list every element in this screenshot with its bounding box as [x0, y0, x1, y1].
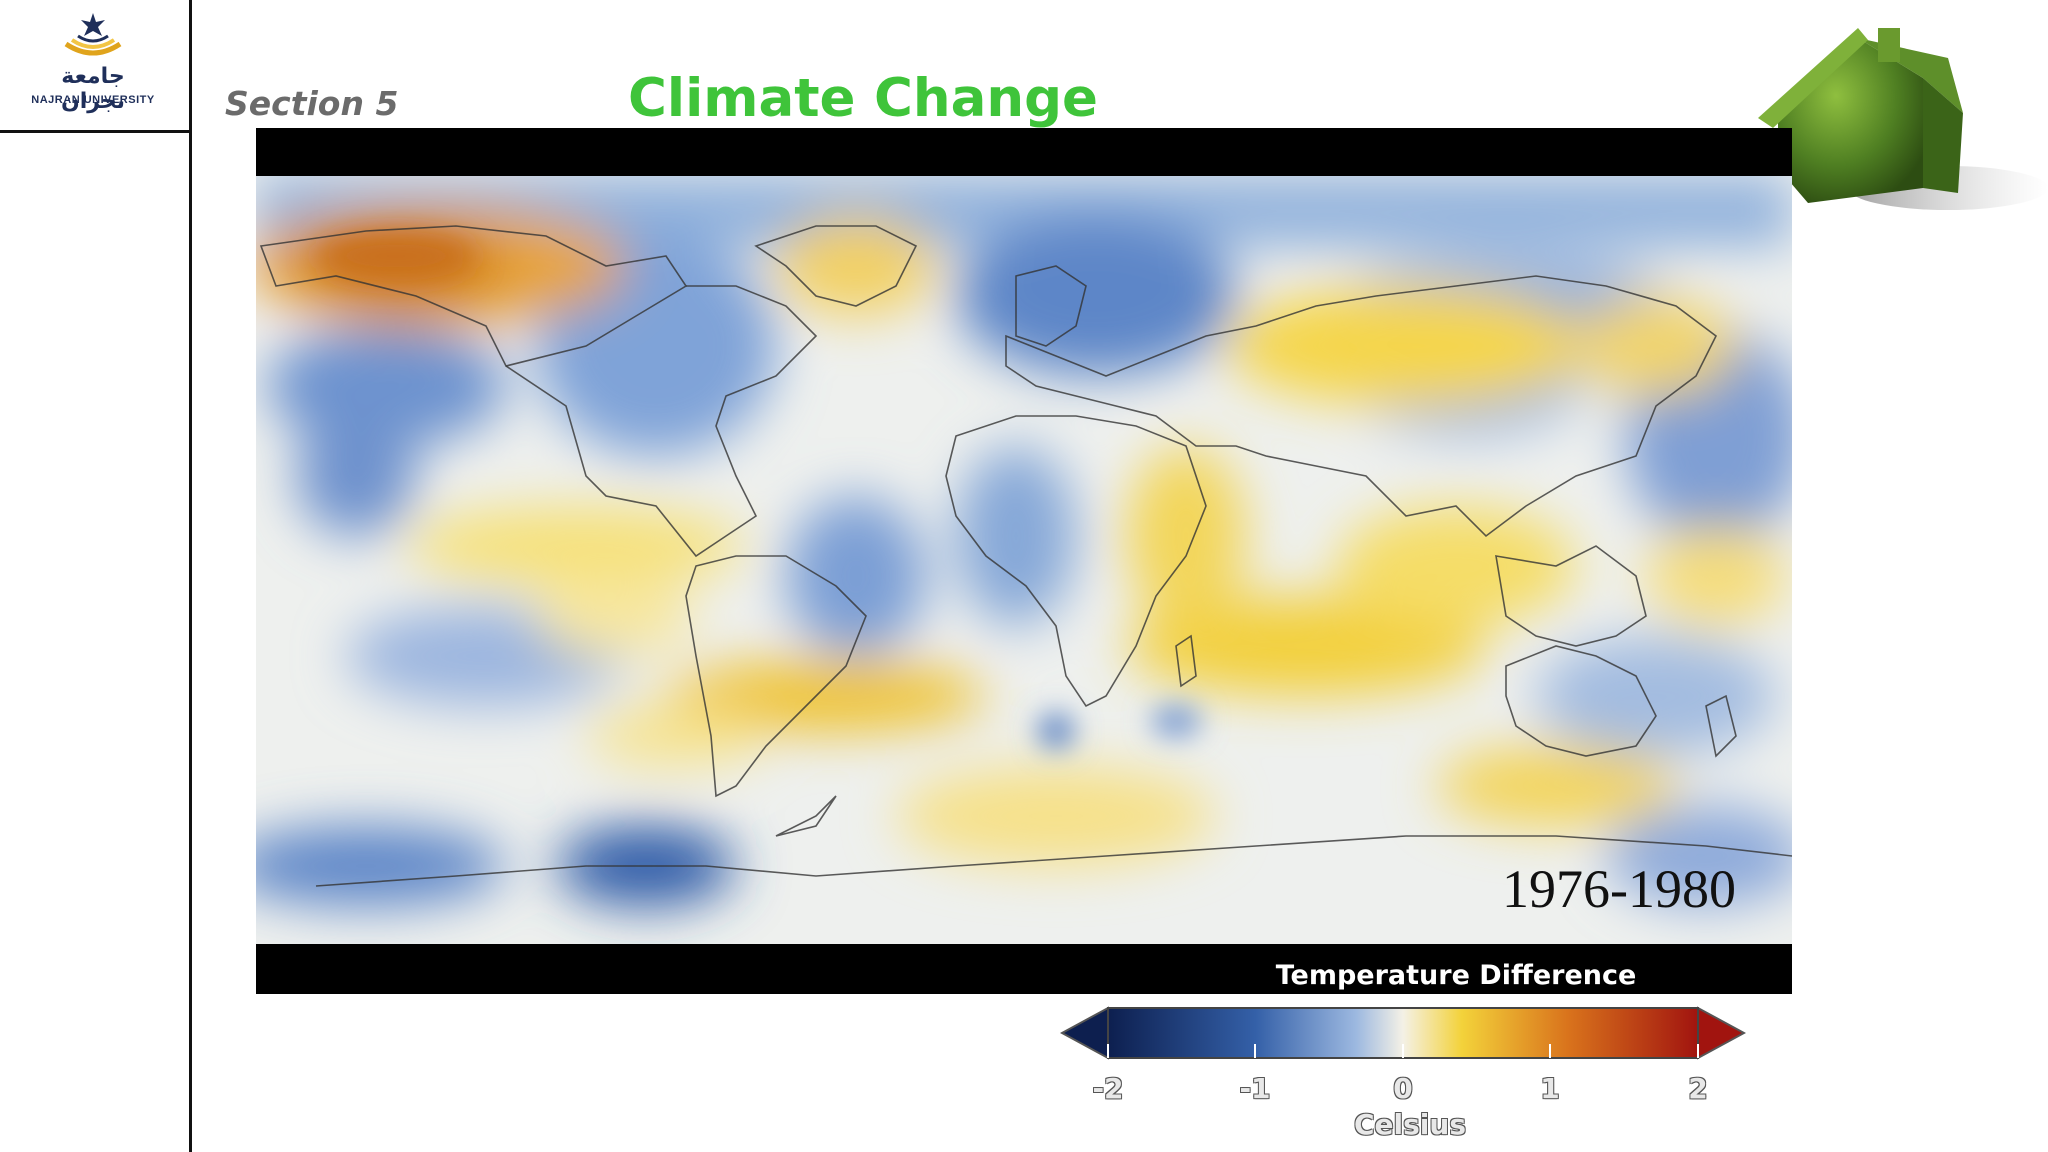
legend-tick-0: 0 [1393, 1072, 1413, 1105]
logo-english-text: NAJRAN UNIVERSITY [31, 94, 155, 106]
legend-unit-label: Celsius [1354, 1108, 1466, 1141]
horizontal-rule [0, 130, 192, 133]
legend-tick-1: 1 [1540, 1072, 1560, 1105]
scale-arrow-right-icon [1697, 1006, 1747, 1060]
color-scale-bar [1059, 1006, 1747, 1060]
temperature-anomaly-map [256, 176, 1792, 944]
star-emblem-icon [64, 13, 122, 56]
vertical-rule [189, 0, 192, 1152]
legend-tick-2: 2 [1688, 1072, 1708, 1105]
year-range-label: 1976-1980 [1502, 859, 1736, 919]
grass-house-icon [1758, 28, 2048, 210]
legend-title: Temperature Difference [1275, 960, 1637, 991]
scale-arrow-left-icon [1059, 1006, 1109, 1060]
section-label: Section 5 [225, 84, 399, 123]
university-logo: جامعة نجران NAJRAN UNIVERSITY [28, 10, 158, 120]
legend-tick-minus-1: -1 [1239, 1072, 1271, 1105]
legend-tick-minus-2: -2 [1092, 1072, 1124, 1105]
climate-video-frame[interactable]: 1976-1980 Temperature Difference [256, 128, 1792, 994]
logo-arabic-text: جامعة نجران [60, 64, 126, 114]
temperature-legend: -2 -1 0 1 2 Celsius [1059, 1004, 1747, 1152]
continent-outlines [259, 225, 1792, 887]
slide-title: Climate Change [628, 68, 1098, 129]
